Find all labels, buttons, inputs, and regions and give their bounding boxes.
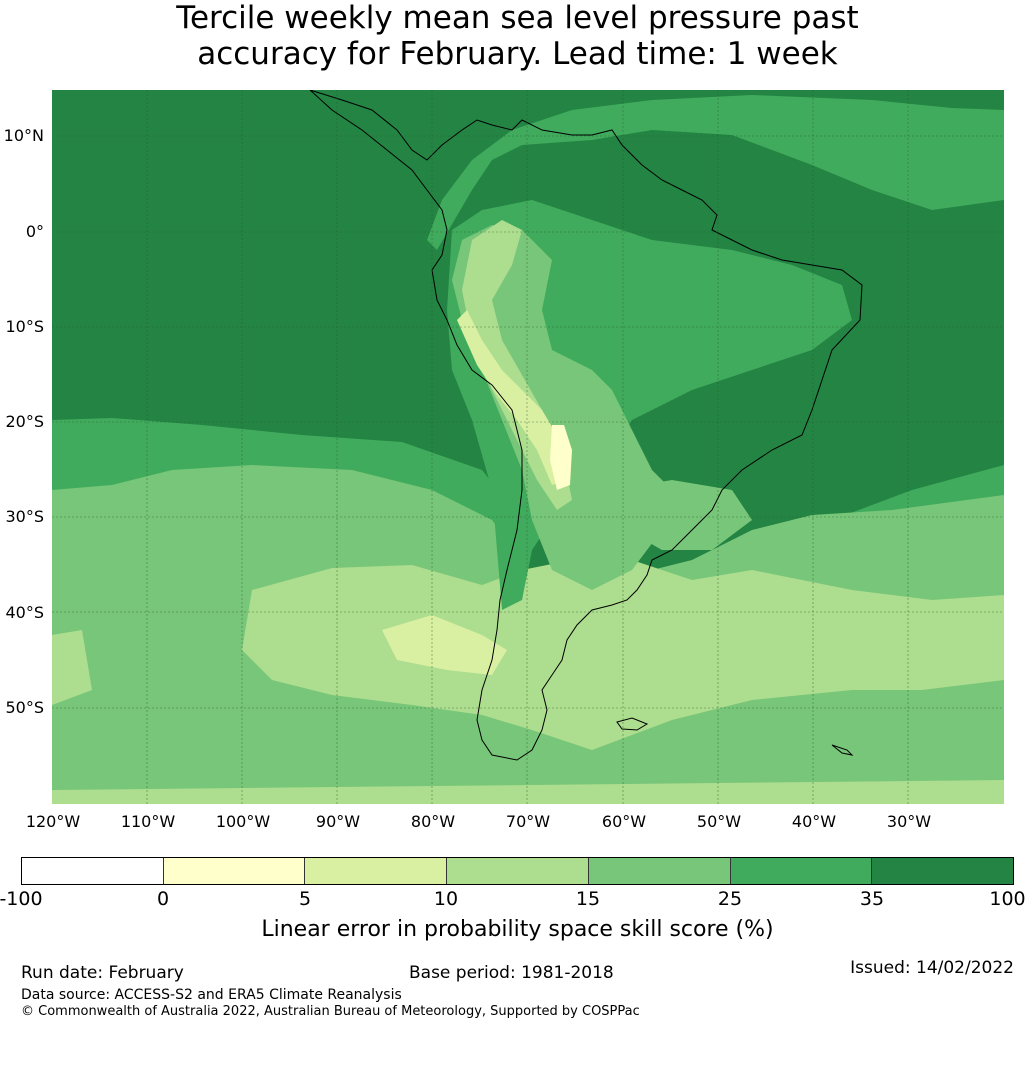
issued-date: Issued: 14/02/2022 (850, 958, 1014, 978)
region-0-5-andes (550, 425, 572, 490)
lon-label-100w: 100°W (215, 812, 271, 831)
map-title: Tercile weekly mean sea level pressure p… (0, 0, 1035, 72)
colorbar-tick-5: 5 (298, 888, 312, 910)
colorbar (21, 857, 1014, 885)
colorbar-segment-below-0 (22, 858, 164, 884)
run-date: Run date: February (21, 963, 184, 983)
colorbar-tick-35: 35 (859, 888, 885, 910)
colorbar-segment-0-5 (163, 858, 306, 884)
south-georgia (831, 744, 854, 756)
lon-label-120w: 120°W (25, 812, 81, 831)
base-period: Base period: 1981-2018 (409, 963, 614, 983)
lat-label-30s: 30°S (5, 507, 44, 526)
colorbar-tick-15: 15 (575, 888, 601, 910)
region-10-15-west (52, 630, 92, 705)
map-gridlines (52, 90, 1004, 804)
colorbar-tick-25: 25 (717, 888, 743, 910)
colorbar-label: Linear error in probability space skill … (261, 917, 774, 942)
lat-label-10n: 10°N (3, 126, 44, 145)
lon-label-30w: 30°W (886, 812, 932, 831)
map-title-line-2: accuracy for February. Lead time: 1 week (197, 36, 838, 72)
colorbar-tick-0: 0 (156, 888, 170, 910)
lat-label-0: 0° (25, 222, 44, 241)
colorbar-tick-10: 10 (433, 888, 459, 910)
lon-label-50w: 50°W (696, 812, 742, 831)
colorbar-tick-100: 100 (989, 888, 1026, 910)
lon-label-110w: 110°W (120, 812, 176, 831)
lon-label-70w: 70°W (505, 812, 551, 831)
south-america-coastline (309, 90, 863, 761)
colorbar-segment-15-25 (588, 858, 731, 884)
region-5-10-south (382, 615, 507, 675)
colorbar-tick-minus100: -100 (0, 888, 43, 910)
region-15-25-interior-east (612, 480, 752, 550)
data-source: Data source: ACCESS-S2 and ERA5 Climate … (21, 987, 402, 1003)
lon-label-40w: 40°W (791, 812, 837, 831)
colorbar-segment-25-35 (730, 858, 873, 884)
colorbar-segment-5-10 (305, 858, 448, 884)
lon-label-80w: 80°W (410, 812, 456, 831)
map-title-line-1: Tercile weekly mean sea level pressure p… (176, 0, 859, 36)
region-10-15-edge (52, 780, 1004, 804)
lon-label-90w: 90°W (315, 812, 361, 831)
lat-label-40s: 40°S (5, 603, 44, 622)
lat-label-20s: 20°S (5, 412, 44, 431)
falkland-islands (616, 717, 649, 731)
region-25-35-continent (427, 95, 1004, 250)
lat-label-50s: 50°S (5, 698, 44, 717)
region-5-10-andes (457, 310, 567, 485)
colorbar-segment-35-100 (872, 858, 1014, 884)
lon-label-60w: 60°W (601, 812, 647, 831)
lat-label-10s: 10°S (5, 317, 44, 336)
skill-score-map (52, 90, 1004, 804)
copyright: © Commonwealth of Australia 2022, Austra… (21, 1004, 640, 1019)
colorbar-segment-10-15 (447, 858, 589, 884)
